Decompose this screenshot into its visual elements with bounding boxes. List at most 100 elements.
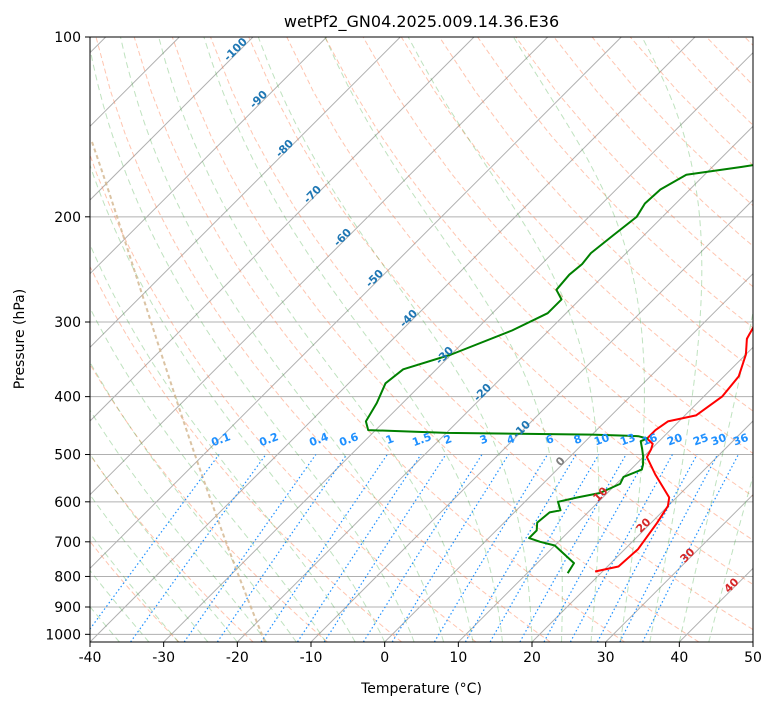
mixing-ratio-line <box>90 454 220 630</box>
moist-adiabat-line <box>90 532 179 642</box>
isotherm-line <box>531 420 753 642</box>
y-tick-label: 400 <box>54 390 81 406</box>
isotherm-line <box>90 37 401 349</box>
y-tick-label: 900 <box>54 600 81 616</box>
y-tick-label: 600 <box>54 495 81 511</box>
mixing-ratio-label: 16 <box>640 431 659 449</box>
moist-adiabat-line <box>90 46 415 642</box>
y-tick-label: 100 <box>54 30 81 46</box>
mixing-ratio-label: 0.2 <box>257 430 280 449</box>
isotherm-line <box>752 641 753 642</box>
x-tick-label: 0 <box>380 650 389 666</box>
mixing-ratio-label: 36 <box>731 431 750 449</box>
x-tick-label: 10 <box>449 650 467 666</box>
dry-adiabat-line <box>90 265 403 642</box>
dry-adiabat-line <box>90 363 328 642</box>
isotherm-line <box>90 37 475 422</box>
y-tick-label: 800 <box>54 569 81 585</box>
dewpoint-profile-line <box>364 164 753 574</box>
moist-adiabat-line <box>90 361 297 642</box>
mixing-ratio-label: 1.5 <box>410 430 433 449</box>
mixing-ratio-label: 25 <box>691 431 710 448</box>
dry-adiabat-line <box>90 540 180 642</box>
isotherm-line <box>90 37 622 570</box>
dry-adiabat-line <box>171 37 700 642</box>
chart-title: wetPf2_GN04.2025.009.14.36.E36 <box>284 12 559 32</box>
dry-adiabat-line <box>515 37 753 288</box>
isotherm-line <box>90 37 696 642</box>
x-tick-label: -10 <box>300 650 323 666</box>
dry-adiabat-line <box>90 453 254 642</box>
moist-adiabat-line <box>407 37 600 642</box>
mixing-ratio-line <box>183 454 317 642</box>
dry-adiabat-line <box>438 37 753 370</box>
dry-adiabat-line <box>362 37 753 455</box>
temperature-profile-line <box>594 325 753 573</box>
moist-adiabat-line <box>708 474 753 642</box>
moist-adiabat-line <box>90 306 327 642</box>
dry-adiabat-line <box>133 37 625 642</box>
x-axis-label: Temperature (°C) <box>360 681 482 697</box>
mixing-ratio-label: 3 <box>478 432 490 447</box>
moist-adiabat-line <box>90 453 238 642</box>
y-tick-label: 300 <box>54 315 81 331</box>
x-tick-label: 30 <box>597 650 615 666</box>
dry-adiabat-line <box>95 37 551 642</box>
moist-adiabat-line <box>678 309 753 642</box>
mixing-ratio-line <box>489 454 600 642</box>
moist-adiabat-line <box>641 37 703 642</box>
mixing-ratio-line <box>596 454 698 642</box>
sounding-profiles <box>364 164 753 574</box>
dry-adiabat-line <box>90 153 477 642</box>
x-tick-label: -30 <box>152 650 175 666</box>
mixing-ratio-label: 13 <box>618 431 637 448</box>
mixing-ratio-line <box>433 454 549 642</box>
y-tick-label: 200 <box>54 210 81 226</box>
y-tick-label: 700 <box>54 535 81 551</box>
moist-adiabat-line <box>513 37 645 642</box>
mixing-ratio-label: 8 <box>572 432 584 447</box>
moist-adiabat-line <box>90 243 356 642</box>
x-tick-label: 50 <box>744 650 762 666</box>
mixing-ratio-line <box>260 454 388 642</box>
moist-adiabat-line <box>90 493 209 642</box>
x-tick-label: -20 <box>226 650 249 666</box>
x-tick-label: 20 <box>523 650 541 666</box>
plot-background <box>90 37 753 642</box>
mixing-ratio-label: 10 <box>592 431 611 449</box>
isotherm-line <box>163 51 753 642</box>
mixing-ratio-line <box>296 454 422 642</box>
x-tick-label: 40 <box>670 650 688 666</box>
moist-adiabat-line <box>120 37 445 642</box>
isotherm-line <box>605 493 753 642</box>
moist-adiabat-line <box>257 37 533 642</box>
isotherm-line <box>384 272 753 642</box>
y-axis-label: Pressure (hPa) <box>12 289 28 389</box>
isotherm-line <box>310 199 753 642</box>
axes: -40 -30 -20 -10 0 10 20 30 40 50 1000 900 800 700 600 5… <box>45 30 762 666</box>
mixing-ratio-label: 1 <box>384 432 396 447</box>
mixing-ratio-label: 6 <box>544 432 556 447</box>
mixing-ratio-line <box>130 454 267 642</box>
moist-adiabat-line <box>90 569 150 642</box>
mixing-ratio-line <box>323 454 447 642</box>
mixing-ratio-label: 4 <box>505 432 517 447</box>
y-tick-label: 500 <box>54 448 81 464</box>
y-tick-label: 1000 <box>45 627 81 643</box>
mixing-ratio-line <box>569 454 673 642</box>
freezing-level-curve <box>91 141 266 642</box>
mixing-ratio-label: 20 <box>665 431 684 449</box>
moist-adiabat-line <box>158 37 474 642</box>
moist-adiabat-line <box>90 409 268 642</box>
dry-adiabat-line <box>210 37 753 631</box>
x-tick-label: -40 <box>79 650 102 666</box>
mixing-ratio-line <box>464 454 577 642</box>
isotherm-line <box>90 37 549 496</box>
mixing-ratio-label: 30 <box>709 431 728 449</box>
mixing-ratio-line <box>519 454 627 642</box>
isotherm-line <box>90 37 328 275</box>
plot-frame <box>89 36 754 643</box>
isotherm-line <box>90 37 254 201</box>
isotherm-line <box>236 125 753 642</box>
